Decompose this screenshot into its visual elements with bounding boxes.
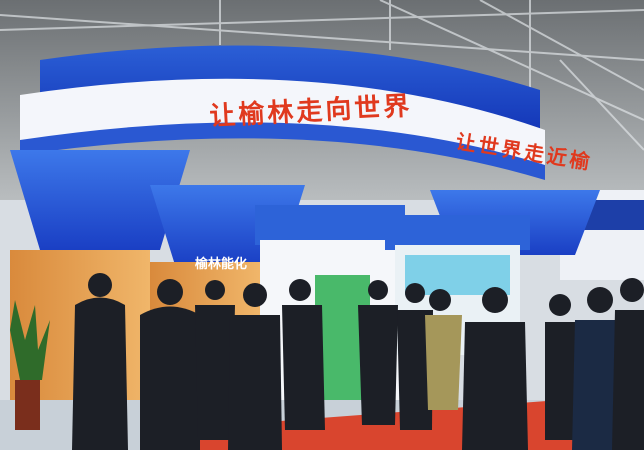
sign-text: 榆林能化 (195, 256, 247, 272)
plant (10, 300, 50, 430)
booth (0, 45, 644, 450)
crowd (72, 273, 644, 450)
